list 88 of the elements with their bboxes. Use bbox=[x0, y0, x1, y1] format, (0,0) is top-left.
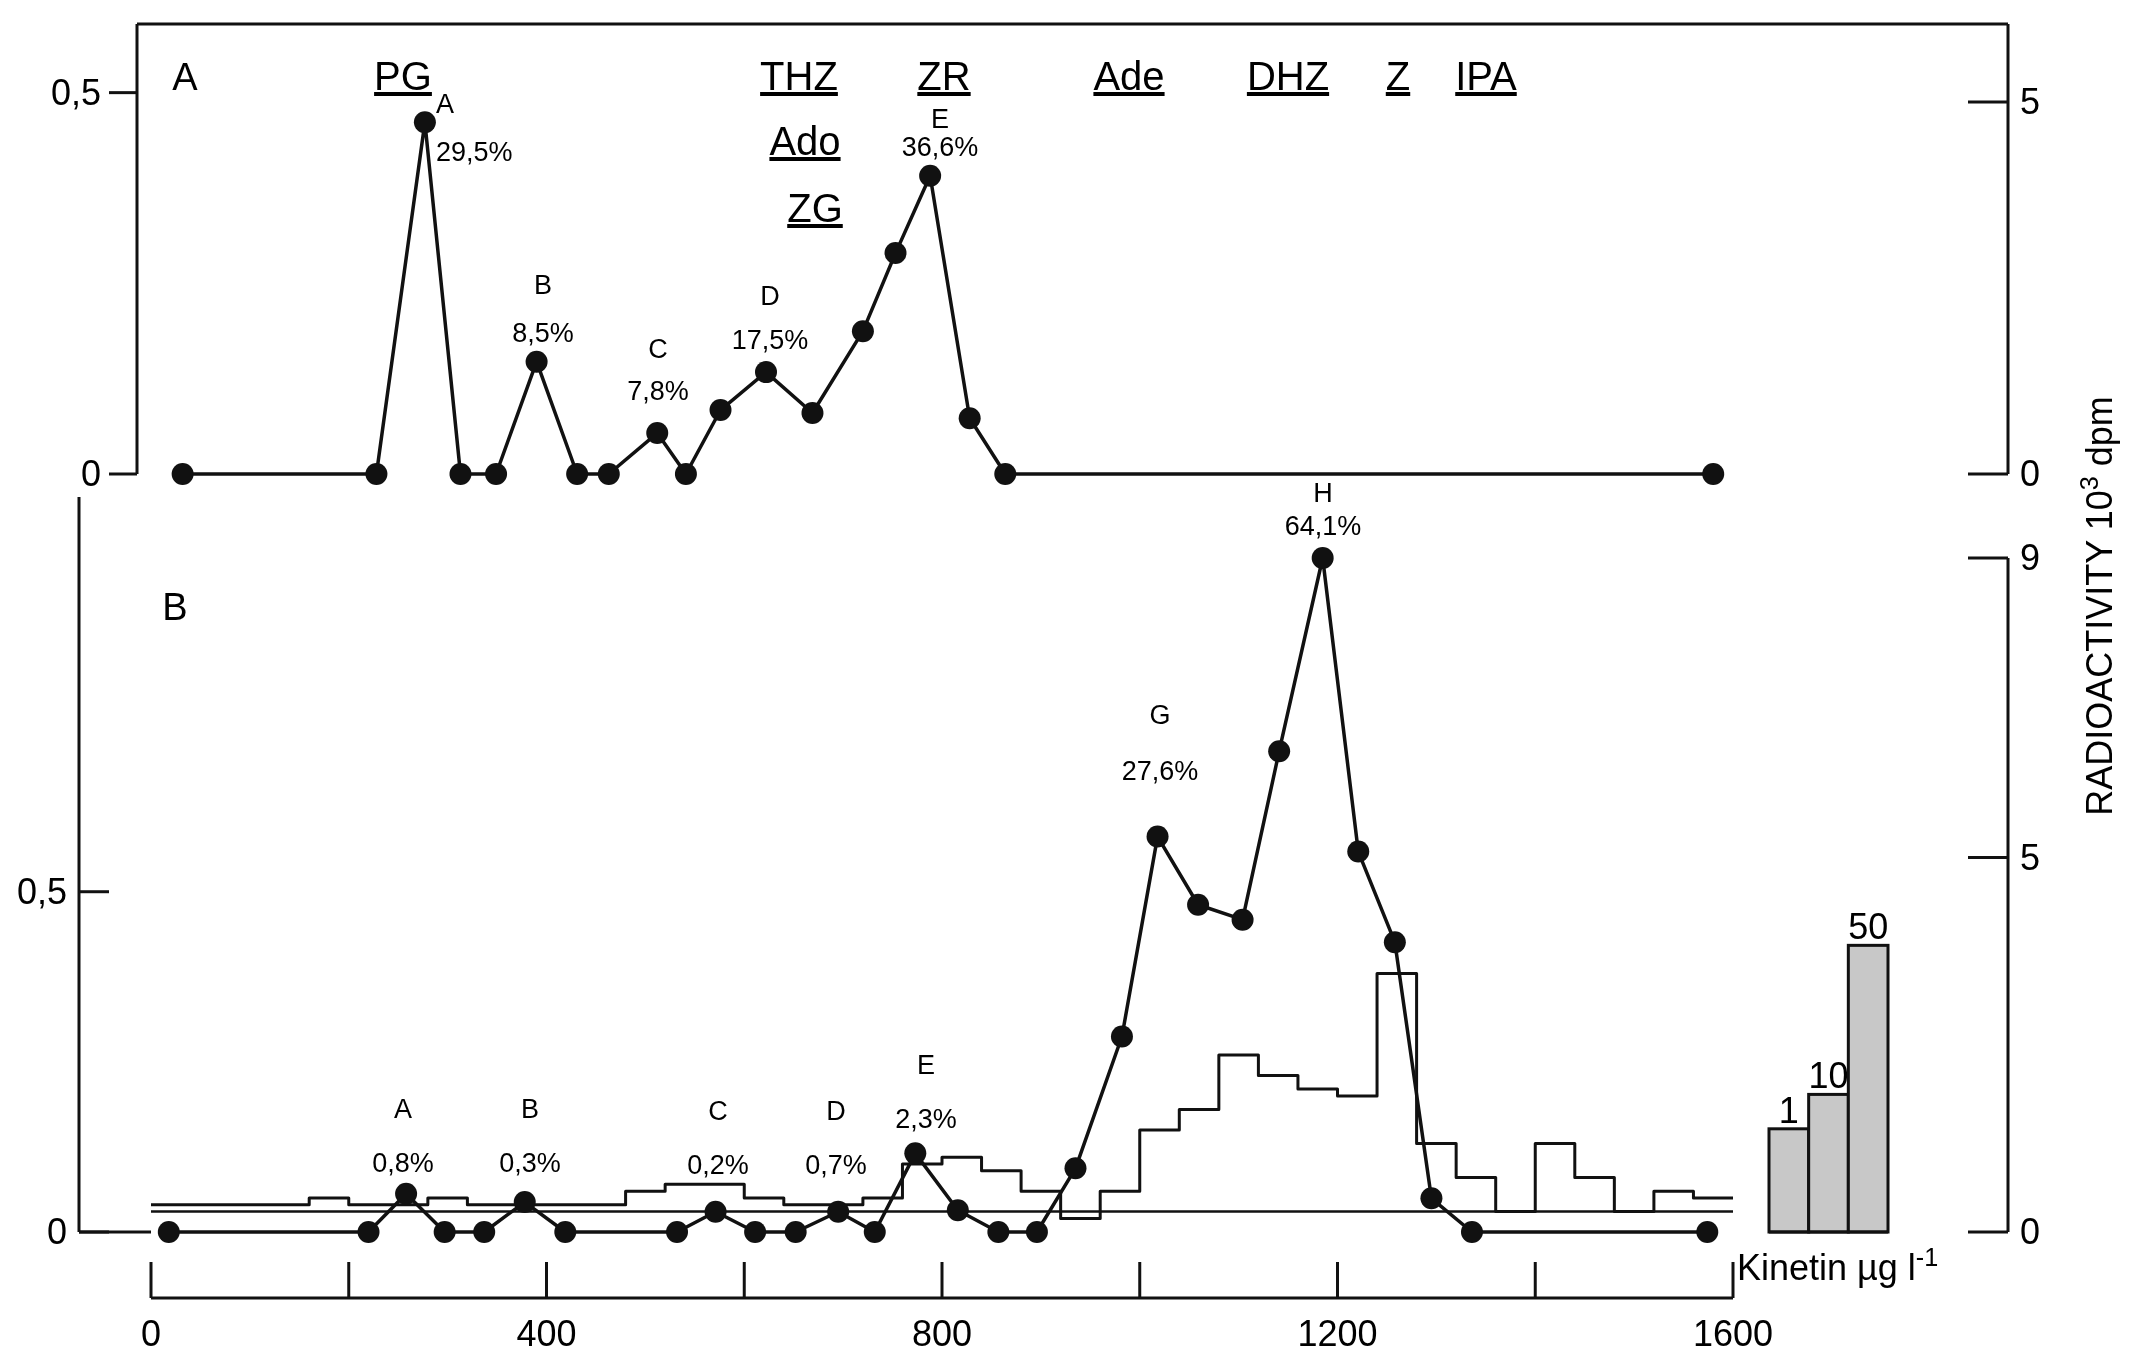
point bbox=[904, 1142, 927, 1165]
point bbox=[1187, 893, 1210, 916]
point bbox=[1231, 908, 1254, 931]
point bbox=[554, 1221, 577, 1243]
annotation: THZ bbox=[760, 54, 838, 98]
point bbox=[597, 463, 620, 485]
x-axis-title: Kinetin µg l$^{-1}$ bbox=[1737, 1243, 1939, 1288]
point bbox=[674, 463, 697, 485]
x-tick-label: 1200 bbox=[1297, 1313, 1378, 1354]
point bbox=[1460, 1221, 1483, 1243]
y-tick-label: 0,5 bbox=[50, 71, 101, 113]
y2-tick-label: 0 bbox=[2020, 1211, 2041, 1252]
point bbox=[157, 1221, 180, 1243]
point bbox=[863, 1221, 886, 1243]
x-tick-label: 400 bbox=[516, 1313, 577, 1354]
point bbox=[1702, 463, 1725, 485]
point bbox=[413, 111, 436, 134]
annotation: G 27,6% bbox=[1121, 700, 1199, 786]
point bbox=[395, 1182, 418, 1205]
point bbox=[827, 1200, 850, 1223]
point bbox=[958, 407, 981, 430]
point bbox=[666, 1221, 689, 1243]
x-tick-label: 10 bbox=[1808, 1055, 1849, 1097]
point bbox=[709, 399, 732, 422]
point bbox=[485, 463, 508, 485]
point bbox=[1064, 1157, 1087, 1180]
annotation: IPA bbox=[1455, 54, 1518, 98]
x-tick-label: 50 bbox=[1848, 906, 1889, 948]
y-tick-label: 0,5 bbox=[16, 870, 67, 912]
annotation: ZG bbox=[787, 186, 843, 230]
annotation: D 17,5% bbox=[731, 281, 809, 355]
point bbox=[946, 1199, 969, 1222]
point bbox=[1025, 1221, 1048, 1243]
point bbox=[1420, 1187, 1443, 1210]
annotation: DHZ bbox=[1246, 54, 1330, 98]
annotation: E 2,3% bbox=[895, 1050, 957, 1134]
point bbox=[884, 242, 907, 265]
point bbox=[365, 463, 388, 485]
point bbox=[801, 402, 824, 425]
point bbox=[433, 1221, 456, 1243]
x-tick-label: 800 bbox=[911, 1313, 973, 1354]
x-tick-label: 0 bbox=[140, 1313, 162, 1354]
point bbox=[919, 164, 942, 187]
point bbox=[646, 422, 669, 445]
annotation: A 0,8% bbox=[372, 1094, 434, 1178]
point bbox=[994, 463, 1017, 485]
point bbox=[851, 320, 874, 343]
annotation: H 64,1% bbox=[1284, 478, 1362, 541]
annotation: B bbox=[162, 586, 188, 628]
point bbox=[755, 361, 777, 384]
annotation: A 29,5% bbox=[436, 89, 513, 167]
point bbox=[1311, 547, 1334, 569]
point bbox=[1268, 740, 1291, 763]
annotation: E 36,6% bbox=[901, 104, 979, 162]
annotation: D 0,7% bbox=[805, 1096, 867, 1180]
point bbox=[171, 463, 194, 485]
point bbox=[744, 1221, 767, 1243]
point bbox=[1110, 1025, 1133, 1048]
annotation: Ado bbox=[769, 119, 841, 163]
point bbox=[357, 1221, 380, 1243]
annotation: ZR bbox=[917, 54, 971, 98]
y-tick-label: 0 bbox=[46, 1211, 67, 1252]
point bbox=[1347, 840, 1370, 863]
point bbox=[566, 463, 589, 485]
point bbox=[1146, 825, 1169, 848]
annotation: Z bbox=[1385, 54, 1411, 98]
y2-tick-label: 5 bbox=[2020, 836, 2041, 878]
annotation: B 8,5% bbox=[512, 270, 574, 348]
point bbox=[525, 350, 548, 373]
point bbox=[449, 463, 472, 485]
annotation: B 0,3% bbox=[499, 1094, 561, 1178]
annotation: C 7,8% bbox=[627, 334, 689, 406]
annotation: PG bbox=[374, 54, 432, 98]
y2-tick-label: 0 bbox=[2020, 453, 2041, 494]
point bbox=[987, 1221, 1010, 1243]
y2-tick-label: 5 bbox=[2020, 81, 2041, 123]
annotation: C 0,2% bbox=[687, 1096, 749, 1180]
point bbox=[1696, 1221, 1719, 1243]
point bbox=[1383, 931, 1406, 954]
point bbox=[704, 1200, 727, 1223]
point bbox=[473, 1221, 496, 1243]
point bbox=[513, 1191, 536, 1214]
x-tick-label: 1 bbox=[1778, 1089, 1799, 1131]
annotation: Ade bbox=[1093, 54, 1165, 98]
x-tick-label: 1600 bbox=[1692, 1313, 1774, 1354]
annotation: A bbox=[172, 56, 199, 98]
point bbox=[784, 1221, 807, 1243]
y2-tick-label: 9 bbox=[2020, 537, 2041, 578]
